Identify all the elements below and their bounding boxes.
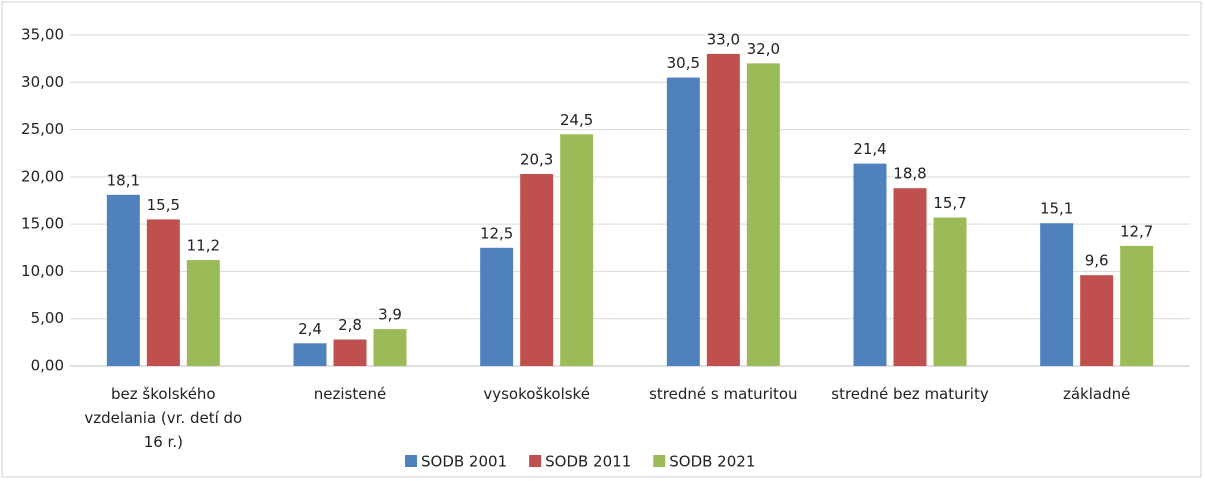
data-label: 18,8 — [893, 165, 926, 183]
legend-label: SODB 2011 — [545, 453, 631, 471]
y-tick-label: 5,00 — [31, 309, 64, 327]
legend-swatch — [529, 455, 542, 467]
data-label: 3,9 — [378, 306, 402, 324]
data-label: 15,7 — [933, 194, 966, 212]
y-tick-label: 35,00 — [21, 26, 64, 44]
legend-swatch — [653, 455, 666, 467]
y-tick-label: 20,00 — [21, 167, 64, 185]
legend-swatch — [405, 455, 417, 467]
data-label: 32,0 — [747, 40, 780, 58]
bar — [1080, 275, 1114, 366]
bar — [186, 260, 220, 366]
bar — [853, 163, 887, 366]
data-label: 11,2 — [187, 237, 220, 255]
data-label: 12,5 — [480, 224, 513, 242]
bar — [373, 329, 407, 366]
bar — [746, 63, 780, 366]
bar — [893, 188, 927, 366]
bar — [480, 247, 514, 366]
bar — [106, 194, 140, 366]
data-label: 2,8 — [338, 316, 362, 334]
data-label: 2,4 — [298, 320, 322, 338]
data-label: 15,1 — [1040, 200, 1073, 218]
data-label: 18,1 — [107, 171, 140, 189]
bar — [933, 217, 967, 366]
bar — [333, 339, 367, 366]
x-tick-label: vysokoškolské — [483, 385, 590, 403]
data-label: 33,0 — [707, 30, 740, 48]
bar — [706, 53, 740, 367]
y-tick-label: 15,00 — [21, 215, 64, 233]
x-tick-label: bez školského vzdelania (vr. detí do 16 … — [84, 385, 243, 451]
y-tick-label: 10,00 — [21, 262, 64, 280]
data-label: 20,3 — [520, 151, 553, 169]
bar — [1040, 223, 1074, 366]
data-label: 21,4 — [853, 140, 886, 158]
bar — [146, 219, 180, 366]
data-label: 30,5 — [667, 54, 700, 72]
y-tick-label: 30,00 — [21, 73, 64, 91]
x-tick-label: stredné s maturitou — [649, 385, 798, 403]
bar — [666, 77, 700, 367]
data-label: 15,5 — [147, 196, 180, 214]
x-tick-label: nezistené — [313, 385, 387, 403]
bar — [560, 134, 594, 366]
y-tick-label: 0,00 — [31, 357, 64, 375]
data-label: 9,6 — [1085, 252, 1109, 270]
data-label: 12,7 — [1120, 222, 1153, 240]
bar — [520, 174, 554, 366]
x-tick-label: základné — [1062, 385, 1131, 403]
data-label: 24,5 — [560, 111, 593, 129]
bar — [293, 343, 327, 366]
bar — [1120, 245, 1154, 366]
legend-label: SODB 2021 — [669, 453, 755, 471]
y-tick-label: 25,00 — [21, 120, 64, 138]
legend-label: SODB 2001 — [421, 453, 507, 471]
x-tick-label: stredné bez maturity — [831, 385, 989, 403]
